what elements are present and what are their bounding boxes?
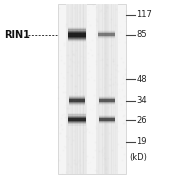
Bar — [68, 30, 86, 40]
Text: 34: 34 — [136, 96, 147, 105]
Bar — [99, 118, 115, 121]
Bar — [68, 28, 86, 41]
Bar — [80, 4, 81, 174]
Bar — [72, 4, 73, 174]
Bar — [71, 4, 73, 174]
Bar — [115, 4, 116, 174]
Text: 117: 117 — [136, 10, 152, 19]
Bar — [102, 4, 103, 174]
Bar — [83, 4, 84, 174]
Bar — [106, 4, 107, 174]
Bar — [85, 4, 86, 174]
Bar — [82, 4, 83, 174]
Bar — [69, 99, 85, 102]
Bar — [68, 31, 86, 39]
Bar — [107, 4, 108, 174]
Bar — [75, 4, 76, 174]
Bar — [107, 4, 108, 174]
Bar — [98, 32, 115, 37]
Bar — [108, 4, 109, 174]
Bar — [68, 114, 86, 125]
Bar — [68, 113, 86, 125]
Bar — [98, 31, 115, 38]
Bar — [75, 4, 76, 174]
Bar — [69, 96, 85, 105]
Bar — [108, 4, 109, 174]
Bar — [111, 4, 112, 174]
Bar — [83, 4, 84, 174]
Bar — [83, 4, 84, 174]
Bar — [104, 4, 105, 174]
Bar — [80, 4, 81, 174]
Text: (kD): (kD) — [129, 153, 147, 162]
Bar — [98, 4, 99, 174]
Bar — [96, 4, 118, 174]
Text: 48: 48 — [136, 75, 147, 84]
Bar — [99, 115, 115, 124]
Bar — [98, 33, 115, 36]
Bar — [113, 4, 114, 174]
Bar — [99, 117, 115, 122]
Bar — [68, 118, 86, 121]
Bar — [104, 4, 105, 174]
Bar — [68, 118, 86, 121]
Bar — [111, 4, 112, 174]
Bar — [106, 4, 107, 174]
Bar — [68, 27, 86, 42]
Text: 19: 19 — [136, 137, 147, 146]
Bar — [99, 116, 115, 123]
Bar — [68, 33, 86, 37]
Bar — [98, 30, 115, 39]
Bar — [69, 98, 85, 103]
Bar — [69, 95, 85, 106]
Text: RIN1: RIN1 — [4, 30, 30, 40]
Text: 26: 26 — [136, 116, 147, 125]
Bar — [106, 4, 107, 174]
Bar — [58, 4, 126, 174]
Bar — [75, 4, 76, 174]
Bar — [98, 33, 115, 36]
Bar — [84, 4, 86, 174]
Bar — [99, 98, 115, 103]
Bar — [105, 4, 106, 174]
Text: 85: 85 — [136, 30, 147, 39]
Bar — [99, 4, 100, 174]
Bar — [102, 4, 103, 174]
Bar — [79, 4, 80, 174]
Bar — [99, 99, 115, 102]
Bar — [105, 4, 106, 174]
Bar — [99, 97, 115, 104]
Bar — [99, 96, 115, 105]
Bar — [69, 99, 85, 102]
Bar — [68, 32, 86, 38]
Bar — [77, 4, 78, 174]
Bar — [99, 99, 115, 102]
Bar — [67, 4, 68, 174]
Bar — [68, 4, 69, 174]
Bar — [99, 118, 115, 121]
Bar — [76, 4, 78, 174]
Bar — [69, 97, 85, 104]
Bar — [70, 4, 71, 174]
Bar — [68, 33, 86, 37]
Bar — [68, 116, 86, 123]
Bar — [66, 4, 87, 174]
Bar — [68, 117, 86, 122]
Bar — [74, 4, 75, 174]
Bar — [105, 4, 106, 174]
